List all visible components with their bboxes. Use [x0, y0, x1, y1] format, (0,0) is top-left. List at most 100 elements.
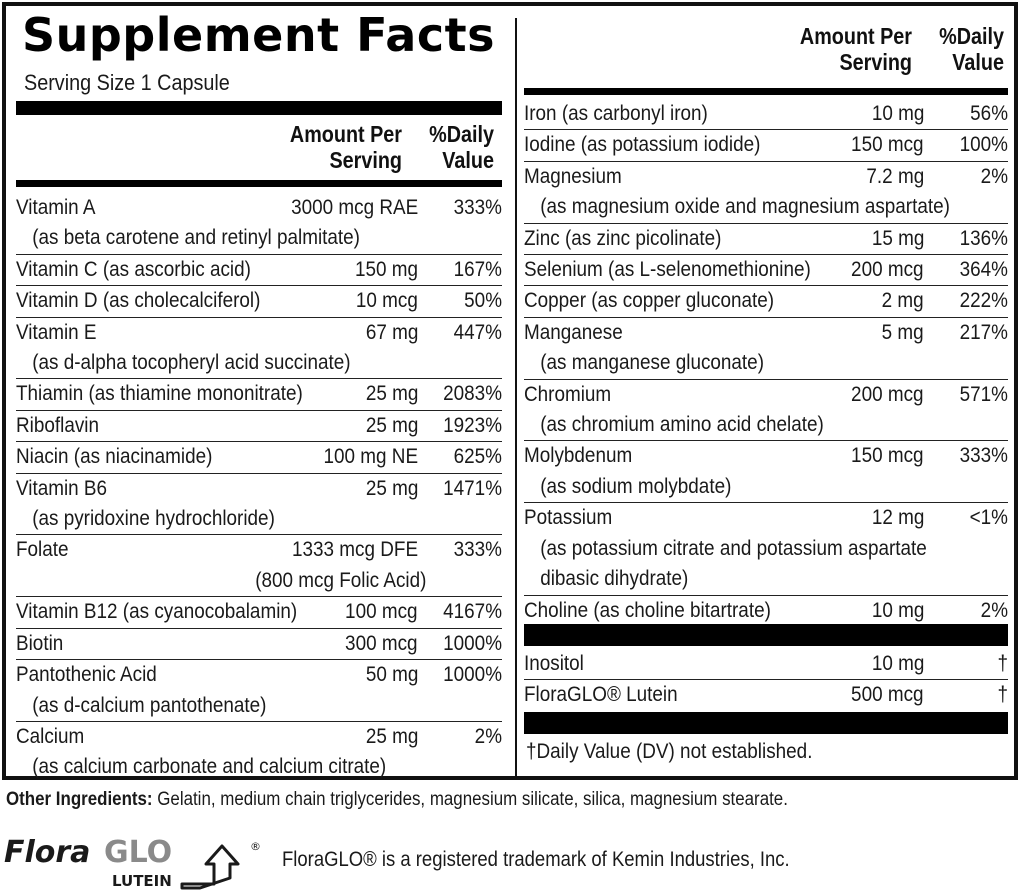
medium-rule	[524, 88, 1008, 95]
nutrient-daily-value: 333%	[453, 538, 502, 562]
svg-text:GLO: GLO	[104, 835, 172, 870]
nutrient-amount: 100 mg NE	[323, 445, 418, 469]
medium-rule	[16, 180, 502, 187]
nutrient-daily-value: <1%	[969, 506, 1008, 530]
nutrient-daily-value: 2%	[980, 598, 1008, 622]
nutrient-daily-value: 1923%	[443, 413, 502, 437]
nutrient-row: Potassium 12 mg <1% (as potassium citrate a…	[524, 503, 1008, 596]
nutrient-name: Selenium (as L-selenomethionine)	[524, 258, 811, 282]
nutrient-daily-value: 2083%	[443, 382, 502, 406]
nutrient-amount: 10 mcg	[356, 289, 418, 313]
nutrient-daily-value: 100%	[959, 133, 1008, 157]
nutrient-row: Selenium (as L-selenomethionine) 200 mcg 3…	[524, 255, 1008, 287]
nutrient-name: FloraGLO® Lutein	[524, 683, 678, 707]
nutrient-row: Vitamin E 67 mg 447% (as d-alpha tocopheryl…	[16, 318, 502, 380]
nutrient-daily-value: 333%	[453, 196, 502, 219]
footnote: †Daily Value (DV) not established.	[526, 740, 813, 763]
nutrient-amount: 50 mg	[365, 663, 418, 687]
nutrient-row: Molybdenum 150 mcg 333% (as sodium molybdat…	[524, 441, 1008, 504]
nutrient-amount: 300 mcg	[345, 631, 418, 655]
floraglo-logo-icon: Flora GLO LUTEIN ®	[4, 835, 261, 890]
nutrient-source: (as beta carotene and retinyl palmitate)	[32, 226, 360, 250]
nutrient-row: Chromium 200 mcg 571% (as chromium amino ac…	[524, 380, 1008, 442]
nutrient-row: Calcium 25 mg 2% (as calcium carbonate and …	[16, 722, 502, 783]
nutrient-amount: 100 mcg	[345, 600, 418, 624]
nutrient-amount: 25 mg	[365, 724, 418, 748]
nutrient-name: Vitamin A	[16, 196, 96, 219]
panel-title: Supplement Facts	[22, 8, 495, 62]
svg-text:®: ®	[250, 840, 261, 853]
nutrient-name: Vitamin B6	[16, 476, 108, 500]
nutrient-daily-value: 1000%	[443, 663, 502, 687]
nutrient-amount: 150 mcg	[851, 133, 924, 157]
trademark-notice: FloraGLO® is a registered trademark of K…	[282, 848, 790, 871]
nutrient-amount: 200 mcg	[851, 258, 924, 282]
other-ingredients: Other Ingredients: Gelatin, medium chain…	[6, 789, 788, 811]
nutrient-source: (800 mcg Folic Acid)	[255, 568, 427, 592]
nutrient-daily-value: 217%	[959, 320, 1008, 344]
nutrient-amount: 2 mg	[881, 289, 924, 313]
thick-rule	[16, 101, 502, 115]
nutrient-row: Riboflavin 25 mg 1923%	[16, 411, 502, 443]
column-divider	[515, 18, 517, 778]
nutrient-amount: 12 mg	[871, 506, 924, 530]
nutrient-daily-value: †	[997, 683, 1008, 707]
nutrient-source: dibasic dihydrate)	[540, 567, 689, 591]
floraglo-logo: Flora GLO LUTEIN ®	[4, 834, 264, 890]
other-ingredients-text: Gelatin, medium chain triglycerides, mag…	[152, 789, 788, 810]
nutrient-amount: 25 mg	[365, 382, 418, 406]
nutrient-source: (as pyridoxine hydrochloride)	[32, 507, 275, 531]
supplement-facts-panel: Supplement Facts Serving Size 1 Capsule …	[2, 2, 1018, 780]
nutrient-row: Vitamin B12 (as cyanocobalamin) 100 mcg 41…	[16, 597, 502, 629]
nutrient-daily-value: 571%	[959, 382, 1008, 406]
nutrient-name: Iodine (as potassium iodide)	[524, 133, 761, 157]
serving-size: Serving Size 1 Capsule	[24, 70, 230, 95]
nutrient-source: (as d-calcium pantothenate)	[32, 693, 267, 717]
nutrient-row: Biotin 300 mcg 1000%	[16, 629, 502, 661]
nutrient-name: Pantothenic Acid	[16, 663, 157, 687]
nutrient-amount: 3000 mcg RAE	[290, 196, 418, 219]
other-nutrient-list: Inositol 10 mg † FloraGLO® Lutein 500 mcg †	[524, 649, 1008, 711]
nutrient-source: (as sodium molybdate)	[540, 474, 732, 498]
nutrient-source: (as chromium amino acid chelate)	[540, 413, 824, 437]
nutrient-amount: 15 mg	[871, 226, 924, 250]
nutrient-daily-value: 625%	[453, 445, 502, 469]
nutrient-row: Niacin (as niacinamide) 100 mg NE 625%	[16, 442, 502, 474]
nutrient-amount: 7.2 mg	[866, 164, 924, 188]
nutrient-name: Molybdenum	[524, 444, 633, 468]
nutrient-amount: 150 mg	[354, 257, 418, 281]
nutrient-amount: 25 mg	[365, 476, 418, 500]
nutrient-daily-value: 167%	[453, 257, 502, 281]
nutrient-row: Magnesium 7.2 mg 2% (as magnesium oxide and…	[524, 162, 1008, 224]
nutrient-row: Iodine (as potassium iodide) 150 mcg 100%	[524, 130, 1008, 162]
nutrient-name: Inositol	[524, 652, 584, 675]
svg-text:LUTEIN: LUTEIN	[112, 872, 172, 890]
other-ingredients-label: Other Ingredients:	[6, 789, 153, 810]
nutrient-amount: 67 mg	[365, 320, 418, 344]
nutrient-daily-value: 1000%	[443, 631, 502, 655]
nutrient-source: (as manganese gluconate)	[540, 351, 765, 375]
nutrient-name: Vitamin D (as cholecalciferol)	[16, 289, 261, 313]
nutrient-row: Vitamin A 3000 mcg RAE 333% (as beta carote…	[16, 193, 502, 255]
nutrient-name: Copper (as copper gluconate)	[524, 289, 775, 313]
nutrient-row: Vitamin B6 25 mg 1471% (as pyridoxine hydro…	[16, 474, 502, 536]
nutrient-source: (as d-alpha tocopheryl acid succinate)	[32, 351, 351, 375]
column-header-amount: Amount Per Serving	[799, 23, 912, 75]
nutrient-row: Folate 1333 mcg DFE 333% (800 mcg Folic Aci…	[16, 535, 502, 598]
nutrient-name: Calcium	[16, 724, 85, 748]
nutrient-row: Thiamin (as thiamine mononitrate) 25 mg 20…	[16, 379, 502, 411]
nutrient-row: Manganese 5 mg 217% (as manganese gluconate…	[524, 318, 1008, 380]
nutrient-amount: 1333 mcg DFE	[291, 538, 418, 562]
nutrient-name: Iron (as carbonyl iron)	[524, 102, 708, 125]
nutrient-daily-value: 447%	[453, 320, 502, 344]
nutrient-name: Vitamin E	[16, 320, 97, 344]
nutrient-source: (as potassium citrate and potassium aspa…	[540, 536, 927, 560]
nutrient-name: Zinc (as zinc picolinate)	[524, 226, 722, 250]
svg-text:Flora: Flora	[4, 835, 90, 870]
nutrient-name: Magnesium	[524, 164, 622, 188]
nutrient-amount: 200 mcg	[851, 382, 924, 406]
nutrient-amount: 500 mcg	[851, 683, 924, 707]
nutrient-amount: 10 mg	[871, 652, 924, 675]
nutrient-daily-value: 136%	[959, 226, 1008, 250]
nutrient-daily-value: 2%	[980, 164, 1008, 188]
